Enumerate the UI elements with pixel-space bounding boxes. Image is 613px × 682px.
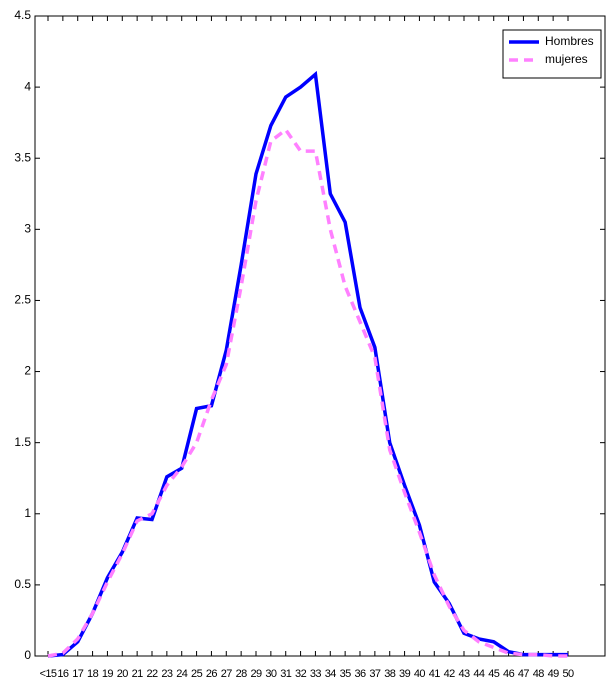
x-tick-label: 38: [384, 668, 396, 680]
x-tick-label: 40: [414, 668, 426, 680]
x-tick-label: 27: [221, 668, 233, 680]
x-tick-label: 37: [369, 668, 381, 680]
x-tick-label: 25: [191, 668, 203, 680]
y-tick-label: 1.5: [14, 435, 31, 449]
x-tick-label: 31: [280, 668, 292, 680]
x-tick-label: 21: [132, 668, 144, 680]
y-tick-label: 0: [24, 648, 31, 662]
x-tick-label: 28: [236, 668, 248, 680]
x-tick-label: 16: [57, 668, 69, 680]
x-tick-label: 43: [458, 668, 470, 680]
x-tick-label: 17: [72, 668, 84, 680]
legend-box: [502, 29, 602, 79]
x-tick-label: 30: [265, 668, 277, 680]
x-tick-label: 26: [206, 668, 218, 680]
x-tick-label: 18: [87, 668, 99, 680]
x-tick-label: 35: [340, 668, 352, 680]
y-tick-label: 3: [24, 222, 31, 236]
y-tick-label: 2: [24, 364, 31, 378]
x-tick-label: 42: [444, 668, 456, 680]
y-tick-label: 4.5: [14, 8, 31, 22]
x-tick-label: <15: [40, 668, 57, 680]
x-tick-label: 49: [548, 668, 560, 680]
x-tick-label: 50: [562, 668, 574, 680]
x-tick-label: 47: [518, 668, 530, 680]
y-tick-label: 2.5: [14, 293, 31, 307]
x-tick-label: 44: [473, 668, 485, 680]
x-tick-label: 36: [354, 668, 366, 680]
x-tick-label: 19: [102, 668, 114, 680]
x-tick-label: 48: [533, 668, 545, 680]
x-tick-label: 22: [146, 668, 158, 680]
x-tick-label: 33: [310, 668, 322, 680]
x-tick-label: 46: [503, 668, 515, 680]
x-tick-label: 39: [399, 668, 411, 680]
legend-label: Hombres: [545, 34, 594, 48]
x-tick-label: 29: [250, 668, 262, 680]
y-tick-label: 0.5: [14, 577, 31, 591]
x-tick-label: 34: [325, 668, 337, 680]
data-line: [47, 127, 568, 658]
x-tick-label: 32: [295, 668, 307, 680]
y-tick-label: 3.5: [14, 150, 31, 164]
x-tick-label: 24: [176, 668, 188, 680]
data-line: [47, 70, 568, 658]
x-tick-label: 45: [488, 668, 500, 680]
x-tick-label: 23: [161, 668, 173, 680]
y-tick-label: 1: [24, 506, 31, 520]
legend-label: mujeres: [545, 52, 588, 66]
x-tick-label: 20: [117, 668, 129, 680]
y-tick-label: 4: [24, 79, 31, 93]
x-tick-label: 41: [429, 668, 441, 680]
